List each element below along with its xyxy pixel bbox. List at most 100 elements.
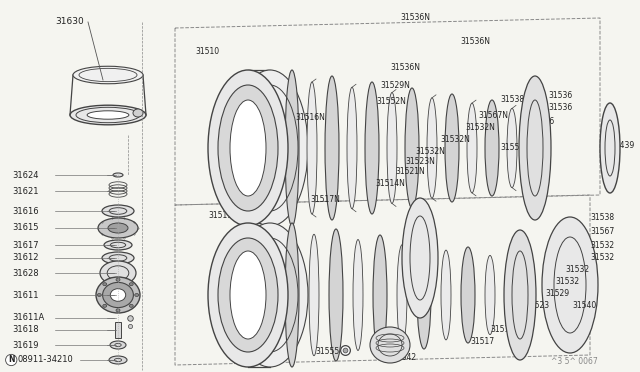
Text: 31628: 31628 — [12, 269, 38, 278]
Ellipse shape — [347, 87, 357, 209]
Text: 31611: 31611 — [12, 291, 38, 299]
Ellipse shape — [370, 327, 410, 363]
Text: 31517N: 31517N — [310, 196, 340, 205]
Text: 31532: 31532 — [565, 266, 589, 275]
Ellipse shape — [98, 218, 138, 238]
Text: 31552: 31552 — [500, 144, 524, 153]
Text: 31514: 31514 — [490, 326, 514, 334]
Ellipse shape — [116, 278, 120, 281]
Ellipse shape — [365, 82, 379, 214]
Text: 31517: 31517 — [470, 337, 494, 346]
Text: 31536N: 31536N — [390, 64, 420, 73]
Text: 31538: 31538 — [590, 214, 614, 222]
Text: 31616: 31616 — [12, 206, 38, 215]
Text: 31523N: 31523N — [405, 157, 435, 167]
Ellipse shape — [467, 103, 477, 193]
Ellipse shape — [102, 282, 133, 308]
Ellipse shape — [309, 234, 319, 356]
Ellipse shape — [129, 283, 133, 286]
Text: 31521: 31521 — [508, 314, 532, 323]
Ellipse shape — [109, 356, 127, 364]
Ellipse shape — [96, 277, 140, 313]
Text: 31521N: 31521N — [395, 167, 425, 176]
Ellipse shape — [103, 283, 107, 286]
Text: 31567N: 31567N — [478, 110, 508, 119]
Text: 31555: 31555 — [315, 347, 339, 356]
Text: 31532: 31532 — [555, 278, 579, 286]
Ellipse shape — [70, 105, 146, 125]
Ellipse shape — [232, 223, 308, 367]
Ellipse shape — [427, 98, 437, 198]
Text: 31532N: 31532N — [440, 135, 470, 144]
Ellipse shape — [73, 66, 143, 84]
Text: 31567: 31567 — [590, 228, 614, 237]
Text: 31624: 31624 — [12, 170, 38, 180]
Text: ^3 5^ 0067: ^3 5^ 0067 — [551, 357, 598, 366]
Ellipse shape — [218, 238, 278, 352]
Text: 31612: 31612 — [12, 253, 38, 263]
Ellipse shape — [102, 205, 134, 217]
Ellipse shape — [134, 294, 139, 296]
Ellipse shape — [218, 85, 278, 211]
Text: 31617: 31617 — [12, 241, 38, 250]
Text: 31542: 31542 — [392, 353, 416, 362]
Text: 31630: 31630 — [55, 17, 84, 26]
Text: 31621: 31621 — [12, 186, 38, 196]
Ellipse shape — [102, 252, 134, 264]
Ellipse shape — [387, 93, 397, 203]
Ellipse shape — [87, 111, 129, 119]
Text: 31532N: 31532N — [465, 124, 495, 132]
Text: 08911-34210: 08911-34210 — [18, 356, 74, 365]
Text: 31523: 31523 — [525, 301, 549, 311]
Text: 31536: 31536 — [548, 90, 572, 99]
Ellipse shape — [230, 251, 266, 339]
Ellipse shape — [232, 70, 308, 226]
Text: 31619: 31619 — [12, 340, 38, 350]
Text: 31532N: 31532N — [415, 148, 445, 157]
Text: 31529: 31529 — [545, 289, 569, 298]
Ellipse shape — [110, 289, 125, 301]
Ellipse shape — [208, 223, 288, 367]
Text: 31536: 31536 — [548, 103, 572, 112]
Ellipse shape — [445, 94, 459, 202]
Ellipse shape — [97, 294, 101, 296]
Ellipse shape — [116, 309, 120, 312]
Text: 31538N: 31538N — [500, 96, 530, 105]
Text: 31516: 31516 — [408, 214, 432, 222]
Ellipse shape — [485, 100, 499, 196]
Ellipse shape — [285, 223, 299, 367]
Ellipse shape — [103, 304, 107, 307]
Text: 31540: 31540 — [572, 301, 596, 311]
Ellipse shape — [397, 245, 407, 345]
Ellipse shape — [600, 103, 620, 193]
Ellipse shape — [504, 230, 536, 360]
Text: 31439: 31439 — [610, 141, 634, 150]
Ellipse shape — [110, 341, 126, 349]
Ellipse shape — [285, 70, 299, 226]
Ellipse shape — [402, 198, 438, 318]
Text: 31529N: 31529N — [380, 80, 410, 90]
Ellipse shape — [542, 217, 598, 353]
Ellipse shape — [104, 240, 132, 250]
Ellipse shape — [485, 256, 495, 334]
Ellipse shape — [519, 76, 551, 220]
Ellipse shape — [133, 109, 143, 117]
Text: 31615: 31615 — [12, 224, 38, 232]
Ellipse shape — [353, 240, 363, 350]
Text: 31552N: 31552N — [376, 97, 406, 106]
Ellipse shape — [373, 235, 387, 355]
Text: N: N — [8, 356, 15, 365]
Text: 31532: 31532 — [590, 241, 614, 250]
Ellipse shape — [325, 76, 339, 220]
Ellipse shape — [113, 173, 123, 177]
Bar — [115, 322, 121, 338]
Ellipse shape — [307, 82, 317, 214]
Ellipse shape — [329, 229, 343, 361]
Ellipse shape — [230, 100, 266, 196]
Ellipse shape — [208, 70, 288, 226]
Ellipse shape — [417, 241, 431, 349]
Text: 31532: 31532 — [590, 253, 614, 263]
Ellipse shape — [405, 88, 419, 208]
Ellipse shape — [129, 304, 133, 307]
Text: 31514N: 31514N — [375, 179, 405, 187]
